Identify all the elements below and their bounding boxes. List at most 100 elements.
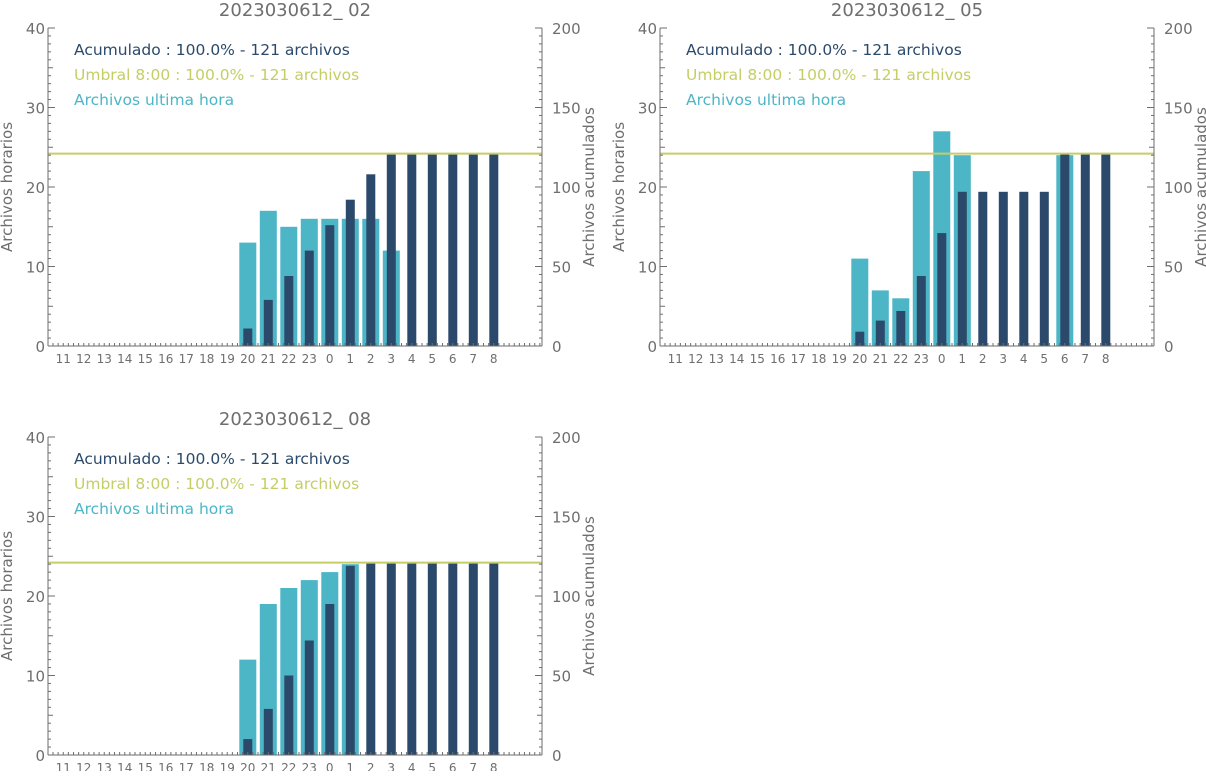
x-tick-label: 12: [76, 352, 91, 366]
y2-tick-label: 0: [1164, 338, 1174, 356]
x-tick-label: 20: [852, 352, 867, 366]
cumulative-bar: [427, 153, 437, 346]
x-tick-label: 5: [1040, 352, 1048, 366]
x-tick-label: 8: [1102, 352, 1110, 366]
x-tick-label: 3: [387, 761, 395, 771]
x-tick-label: 3: [999, 352, 1007, 366]
cumulative-bar: [243, 739, 253, 755]
y-tick-label: 30: [26, 100, 45, 118]
legend-entry: Umbral 8:00 : 100.0% - 121 archivos: [686, 66, 971, 84]
cumulative-bar: [345, 199, 355, 346]
y2-axis-label: Archivos acumulados: [580, 107, 598, 267]
cumulative-bar: [1039, 191, 1049, 346]
x-tick-label: 23: [914, 352, 929, 366]
y2-axis-label: Archivos acumulados: [1192, 107, 1206, 267]
legend-entry: Umbral 8:00 : 100.0% - 121 archivos: [74, 475, 359, 493]
x-tick-label: 11: [56, 352, 71, 366]
y-tick-label: 40: [26, 429, 45, 447]
x-tick-label: 16: [158, 352, 173, 366]
x-tick-label: 18: [811, 352, 826, 366]
y-tick-label: 0: [35, 338, 45, 356]
y2-tick-label: 100: [552, 179, 581, 197]
cumulative-bar: [304, 640, 314, 755]
x-tick-label: 4: [408, 761, 416, 771]
cumulative-bar: [325, 225, 335, 346]
x-tick-label: 20: [240, 352, 255, 366]
cumulative-bar: [937, 233, 947, 346]
y-tick-label: 10: [26, 259, 45, 277]
x-tick-label: 0: [938, 352, 946, 366]
x-tick-label: 19: [220, 761, 235, 771]
y-tick-label: 20: [26, 179, 45, 197]
x-tick-label: 19: [832, 352, 847, 366]
y2-tick-label: 100: [552, 588, 581, 606]
x-tick-label: 23: [302, 761, 317, 771]
x-tick-label: 1: [346, 761, 354, 771]
x-tick-label: 21: [261, 761, 276, 771]
x-tick-label: 21: [873, 352, 888, 366]
y2-tick-label: 100: [1164, 179, 1193, 197]
y2-tick-label: 50: [552, 259, 571, 277]
cumulative-bar: [325, 604, 335, 755]
y-tick-label: 40: [638, 20, 657, 38]
cumulative-bar: [366, 562, 376, 755]
cumulative-bar: [263, 708, 273, 755]
cumulative-bar: [284, 276, 294, 346]
cumulative-bar: [304, 250, 314, 346]
x-tick-label: 6: [1061, 352, 1069, 366]
cumulative-bar: [978, 191, 988, 346]
legend-entry: Acumulado : 100.0% - 121 archivos: [686, 41, 962, 59]
x-tick-label: 7: [1081, 352, 1089, 366]
legend-entry: Acumulado : 100.0% - 121 archivos: [74, 41, 350, 59]
y2-tick-label: 150: [552, 509, 581, 527]
x-tick-label: 17: [179, 761, 194, 771]
cumulative-bar: [407, 562, 417, 755]
x-tick-label: 14: [117, 352, 132, 366]
x-tick-label: 7: [469, 352, 477, 366]
y-tick-label: 10: [638, 259, 657, 277]
y2-tick-label: 200: [552, 20, 581, 38]
x-tick-label: 12: [688, 352, 703, 366]
y-tick-label: 30: [26, 509, 45, 527]
y2-tick-label: 150: [552, 100, 581, 118]
x-tick-label: 8: [490, 761, 498, 771]
cumulative-bar: [1019, 191, 1029, 346]
cumulative-bar: [386, 153, 396, 346]
cumulative-bar: [407, 153, 417, 346]
x-tick-label: 0: [326, 352, 334, 366]
x-tick-label: 22: [281, 352, 296, 366]
cumulative-bar: [875, 320, 885, 346]
cumulative-bar: [1060, 153, 1070, 346]
x-tick-label: 22: [281, 761, 296, 771]
y2-tick-label: 200: [1164, 20, 1193, 38]
cumulative-bar: [1101, 153, 1111, 346]
x-tick-label: 13: [709, 352, 724, 366]
legend-entry: Acumulado : 100.0% - 121 archivos: [74, 450, 350, 468]
legend-entry: Archivos ultima hora: [686, 91, 846, 109]
cumulative-bar: [855, 331, 865, 346]
x-tick-label: 20: [240, 761, 255, 771]
x-tick-label: 18: [199, 761, 214, 771]
x-tick-label: 2: [367, 761, 375, 771]
y-tick-label: 10: [26, 668, 45, 686]
y-axis-label: Archivos horarios: [0, 122, 16, 252]
x-tick-label: 15: [750, 352, 765, 366]
x-tick-label: 19: [220, 352, 235, 366]
cumulative-bar: [263, 299, 273, 346]
x-tick-label: 12: [76, 761, 91, 771]
y-tick-label: 0: [647, 338, 657, 356]
cumulative-bar: [448, 562, 458, 755]
x-tick-label: 17: [179, 352, 194, 366]
x-tick-label: 14: [117, 761, 132, 771]
x-tick-label: 2: [367, 352, 375, 366]
x-tick-label: 7: [469, 761, 477, 771]
x-tick-label: 16: [770, 352, 785, 366]
y-tick-label: 20: [638, 179, 657, 197]
y-tick-label: 30: [638, 100, 657, 118]
x-tick-label: 13: [97, 761, 112, 771]
y2-tick-label: 150: [1164, 100, 1193, 118]
